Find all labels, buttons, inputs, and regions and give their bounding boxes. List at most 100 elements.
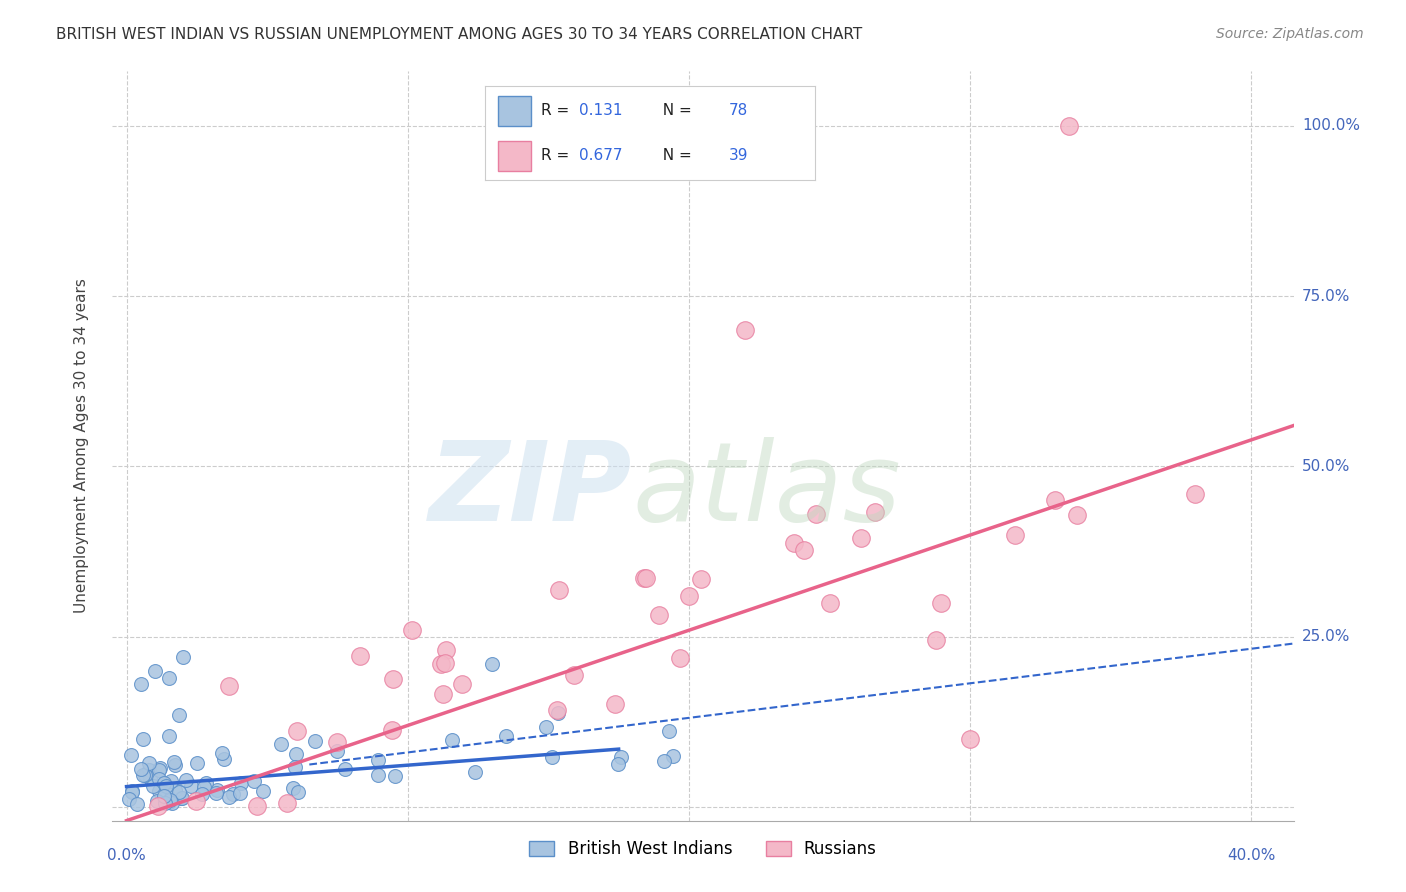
Point <box>186 756 208 770</box>
Point <box>276 796 298 810</box>
Point <box>212 752 235 766</box>
Point <box>603 697 626 711</box>
Point <box>606 757 628 772</box>
Point <box>546 703 568 717</box>
Point <box>495 729 517 743</box>
Point <box>118 792 141 806</box>
Point <box>163 755 186 769</box>
Text: 40.0%: 40.0% <box>1227 848 1275 863</box>
Point <box>678 589 700 603</box>
Point <box>195 775 218 789</box>
Point <box>176 772 198 787</box>
Point <box>432 687 454 701</box>
Point <box>172 791 194 805</box>
Point <box>243 774 266 789</box>
Point <box>804 507 827 521</box>
Point <box>131 767 153 781</box>
Point <box>229 775 252 789</box>
Text: 50.0%: 50.0% <box>1302 459 1350 474</box>
Point <box>222 788 245 802</box>
Point <box>170 791 193 805</box>
Point <box>690 572 713 586</box>
Point <box>1184 486 1206 500</box>
Point <box>849 531 872 545</box>
Point <box>146 799 169 814</box>
Point <box>193 780 215 794</box>
Point <box>281 781 304 796</box>
Point <box>160 774 183 789</box>
Point <box>149 761 172 775</box>
Point <box>218 679 240 693</box>
Point <box>326 744 349 758</box>
Point <box>125 797 148 812</box>
Point <box>349 648 371 663</box>
Point <box>929 597 952 611</box>
Point <box>863 506 886 520</box>
Point <box>367 753 389 767</box>
Point <box>464 765 486 780</box>
Point <box>633 571 655 585</box>
Point <box>139 771 162 785</box>
Point <box>153 796 176 810</box>
Point <box>160 796 183 810</box>
Point <box>134 768 156 782</box>
Point <box>434 656 457 670</box>
Point <box>924 633 946 648</box>
Point <box>430 657 453 671</box>
Point <box>153 789 176 804</box>
Point <box>138 763 160 777</box>
Point <box>384 769 406 783</box>
Point <box>648 607 671 622</box>
Point <box>157 796 180 810</box>
Point <box>156 787 179 801</box>
Text: atlas: atlas <box>633 437 901 544</box>
Point <box>132 731 155 746</box>
Point <box>121 783 143 797</box>
Point <box>1066 508 1088 523</box>
Point <box>547 706 569 721</box>
Point <box>1004 528 1026 542</box>
Text: ZIP: ZIP <box>429 437 633 544</box>
Point <box>382 672 405 686</box>
Point <box>783 536 806 550</box>
Point <box>1043 493 1066 508</box>
Point <box>129 677 152 691</box>
Point <box>246 799 269 814</box>
Point <box>157 729 180 743</box>
Text: 25.0%: 25.0% <box>1302 629 1350 644</box>
Point <box>205 786 228 800</box>
Point <box>146 794 169 808</box>
Point <box>634 571 657 585</box>
Point <box>481 657 503 671</box>
Point <box>333 763 356 777</box>
Point <box>285 724 308 739</box>
Point <box>669 650 692 665</box>
Point <box>652 754 675 768</box>
Point <box>180 779 202 793</box>
Legend: British West Indians, Russians: British West Indians, Russians <box>523 833 883 864</box>
Point <box>658 723 681 738</box>
Point <box>205 783 228 797</box>
Text: Source: ZipAtlas.com: Source: ZipAtlas.com <box>1216 27 1364 41</box>
Point <box>287 785 309 799</box>
Point <box>284 747 307 762</box>
Text: 75.0%: 75.0% <box>1302 289 1350 303</box>
Point <box>564 668 586 682</box>
Point <box>541 750 564 764</box>
Point <box>450 676 472 690</box>
Point <box>270 737 292 751</box>
Point <box>157 671 180 685</box>
Point <box>734 323 756 337</box>
Point <box>186 794 208 808</box>
Point <box>148 772 170 786</box>
Point <box>153 776 176 790</box>
Point <box>218 789 240 804</box>
Point <box>793 542 815 557</box>
Point <box>143 664 166 678</box>
Point <box>284 760 307 774</box>
Text: 100.0%: 100.0% <box>1302 119 1360 133</box>
Point <box>228 786 250 800</box>
Text: BRITISH WEST INDIAN VS RUSSIAN UNEMPLOYMENT AMONG AGES 30 TO 34 YEARS CORRELATIO: BRITISH WEST INDIAN VS RUSSIAN UNEMPLOYM… <box>56 27 862 42</box>
Point <box>662 749 685 764</box>
Y-axis label: Unemployment Among Ages 30 to 34 years: Unemployment Among Ages 30 to 34 years <box>75 278 89 614</box>
